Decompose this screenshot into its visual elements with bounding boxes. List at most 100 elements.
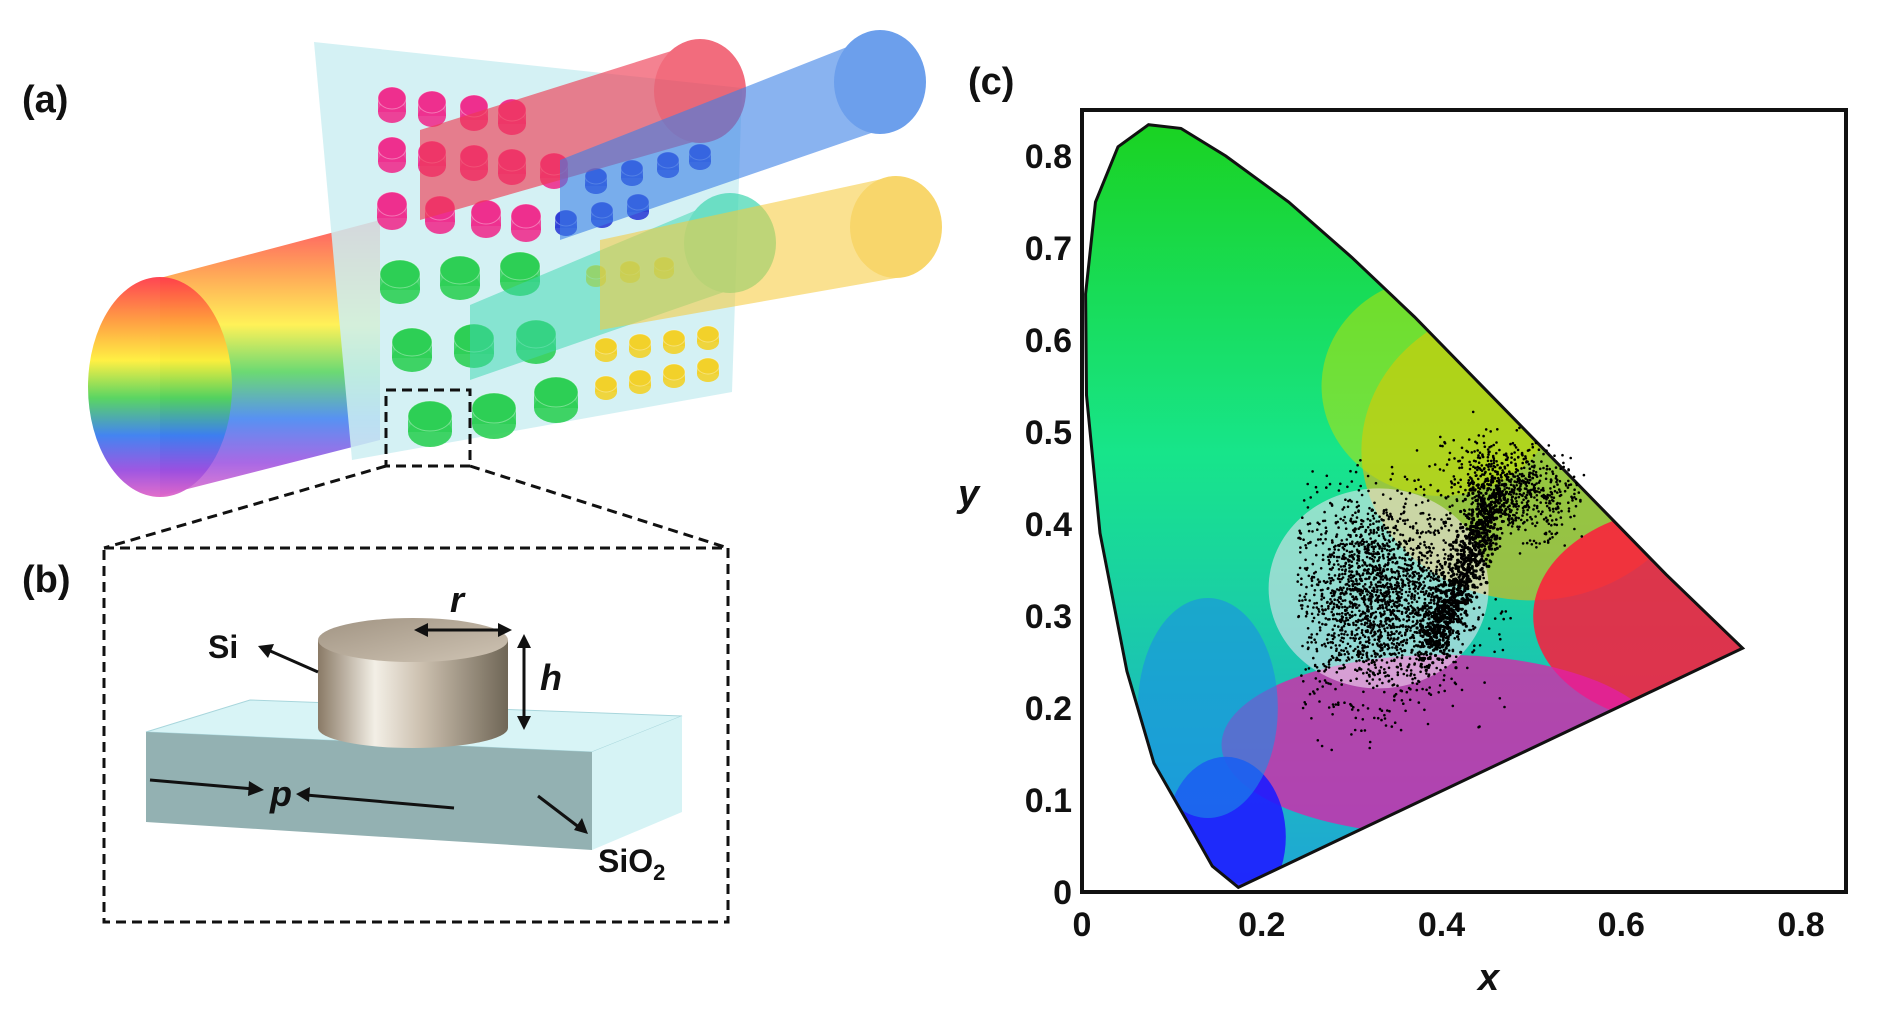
- data-point: [1404, 574, 1408, 578]
- data-point: [1324, 645, 1327, 648]
- data-point: [1327, 706, 1331, 709]
- data-point: [1513, 451, 1516, 454]
- data-point: [1330, 553, 1334, 557]
- data-point: [1378, 604, 1382, 607]
- data-point: [1569, 456, 1572, 460]
- data-point: [1457, 575, 1461, 579]
- data-point: [1352, 705, 1355, 709]
- data-point: [1539, 501, 1542, 504]
- data-point: [1383, 668, 1386, 671]
- data-point: [1489, 472, 1492, 476]
- data-point: [1376, 716, 1380, 720]
- data-point: [1503, 482, 1506, 486]
- data-point: [1438, 568, 1442, 572]
- data-point: [1356, 463, 1359, 467]
- data-point: [1393, 556, 1397, 560]
- data-point: [1411, 624, 1414, 628]
- data-point: [1321, 685, 1324, 688]
- data-point: [1403, 546, 1406, 549]
- data-point: [1413, 662, 1416, 665]
- data-point: [1470, 536, 1474, 540]
- data-point: [1510, 520, 1514, 524]
- data-point: [1376, 638, 1380, 641]
- data-point: [1501, 648, 1505, 652]
- data-point: [1573, 527, 1576, 531]
- data-point: [1427, 663, 1431, 667]
- data-point: [1406, 518, 1409, 522]
- data-point: [1421, 634, 1425, 639]
- data-point: [1448, 598, 1452, 602]
- data-point: [1359, 640, 1362, 644]
- data-point: [1447, 557, 1451, 561]
- data-point: [1480, 531, 1484, 535]
- y-tick-label: 0.4: [1025, 506, 1072, 544]
- data-point: [1537, 448, 1541, 452]
- data-point: [1365, 577, 1368, 581]
- data-point: [1313, 602, 1316, 605]
- data-point: [1387, 558, 1390, 562]
- data-point: [1465, 613, 1469, 617]
- data-point: [1306, 482, 1309, 486]
- data-point: [1386, 600, 1389, 603]
- data-point: [1366, 512, 1370, 516]
- data-point: [1524, 455, 1527, 458]
- data-point: [1346, 642, 1350, 646]
- data-point: [1466, 546, 1470, 550]
- data-point: [1324, 668, 1328, 671]
- data-point: [1504, 458, 1508, 462]
- data-point: [1397, 584, 1401, 588]
- data-point: [1355, 548, 1359, 552]
- data-point: [1412, 645, 1416, 648]
- data-point: [1562, 465, 1565, 469]
- data-point: [1389, 514, 1393, 518]
- data-point: [1398, 599, 1401, 603]
- data-point: [1339, 586, 1342, 589]
- data-point: [1483, 497, 1486, 500]
- data-point: [1421, 501, 1424, 504]
- data-point: [1386, 674, 1389, 677]
- data-point: [1302, 680, 1305, 683]
- y-tick-label: 0.1: [1025, 782, 1072, 820]
- data-point: [1347, 652, 1350, 656]
- data-point: [1384, 724, 1388, 727]
- data-point: [1567, 507, 1571, 510]
- data-point: [1305, 585, 1308, 589]
- data-point: [1377, 584, 1380, 588]
- data-point: [1311, 470, 1314, 473]
- data-point: [1298, 599, 1301, 602]
- data-point: [1409, 525, 1412, 529]
- data-point: [1486, 459, 1490, 463]
- data-point: [1304, 614, 1308, 618]
- data-point: [1498, 697, 1502, 700]
- data-point: [1544, 516, 1548, 519]
- data-point: [1402, 506, 1406, 509]
- data-point: [1478, 606, 1481, 609]
- data-point: [1333, 574, 1337, 577]
- data-point: [1355, 572, 1359, 576]
- data-point: [1312, 572, 1316, 575]
- data-point: [1520, 451, 1524, 455]
- substrate-side: [592, 716, 682, 850]
- data-point: [1404, 502, 1407, 506]
- data-point: [1426, 499, 1430, 502]
- data-point: [1409, 604, 1413, 608]
- data-point: [1545, 504, 1549, 508]
- data-point: [1413, 574, 1416, 578]
- data-point: [1408, 491, 1412, 495]
- data-point: [1335, 555, 1339, 559]
- data-point: [1448, 451, 1452, 455]
- panel-b-label: (b): [22, 559, 71, 601]
- data-point: [1524, 477, 1527, 480]
- data-point: [1406, 553, 1409, 557]
- data-point: [1372, 559, 1375, 562]
- data-point: [1426, 656, 1431, 661]
- data-point: [1460, 446, 1464, 450]
- data-point: [1491, 474, 1494, 478]
- data-point: [1321, 609, 1325, 612]
- data-point: [1542, 488, 1545, 492]
- data-point: [1556, 491, 1559, 494]
- data-point: [1357, 637, 1361, 641]
- data-point: [1307, 636, 1311, 639]
- data-point: [1320, 744, 1324, 748]
- data-point: [1357, 551, 1361, 555]
